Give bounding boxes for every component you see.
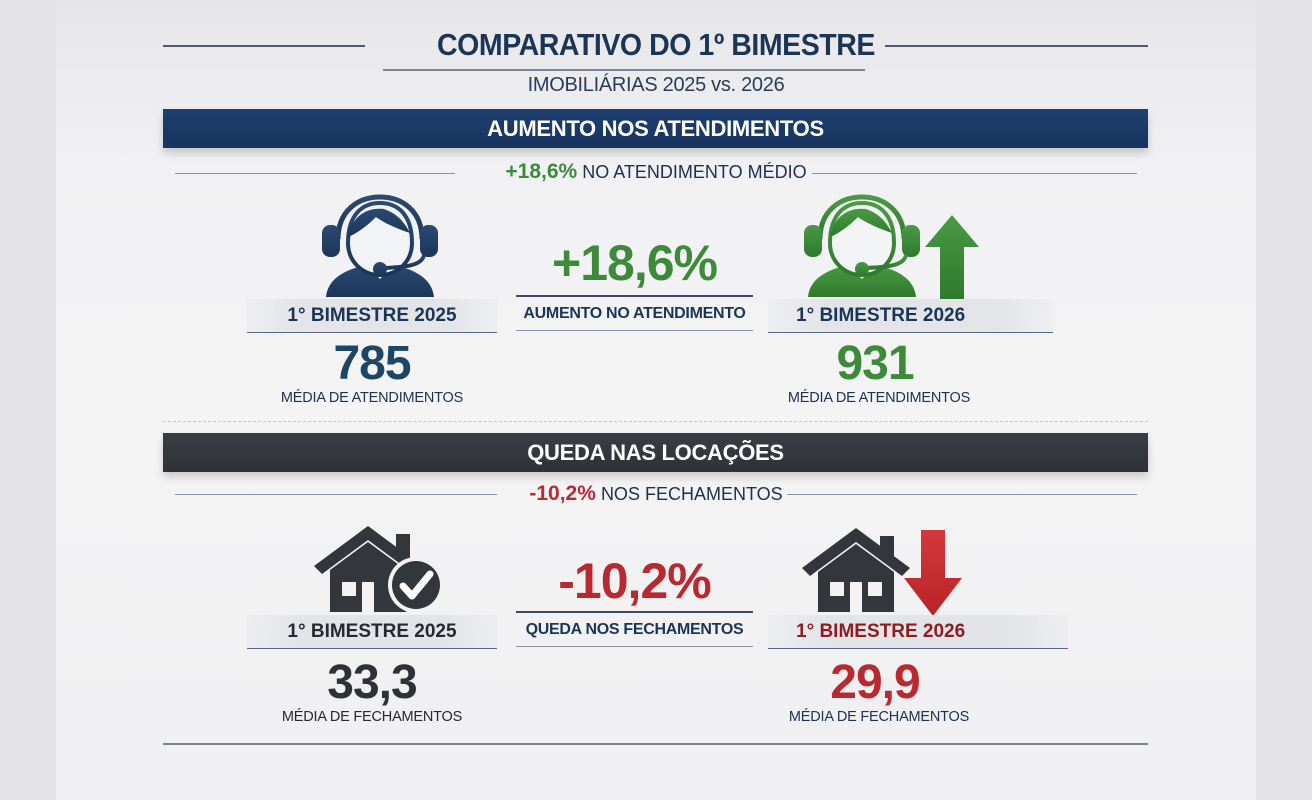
change-caption-atendimentos: AUMENTO NO ATENDIMENTO xyxy=(516,295,753,331)
title-rule-right xyxy=(885,45,1148,47)
section-banner-locacoes: QUEDA NAS LOCAÇÕES xyxy=(163,433,1148,472)
stat-rule-right xyxy=(787,494,1137,495)
stat-summary-atendimentos: +18,6% NO ATENDIMENTO MÉDIO xyxy=(0,160,1312,184)
arrow-down-icon xyxy=(904,530,962,616)
stat-rule-right xyxy=(812,173,1137,174)
stat-summary-locacoes: -10,2% NOS FECHAMENTOS xyxy=(0,482,1312,506)
headset-agent-icon xyxy=(804,194,920,297)
value-atendimentos-2026: 931 xyxy=(836,337,914,390)
stat-text: NOS FECHAMENTOS xyxy=(600,484,783,504)
section-divider xyxy=(163,421,1148,422)
stat-percent: +18,6% xyxy=(505,160,578,183)
stat-rule-left xyxy=(175,173,455,174)
house-check-icon xyxy=(314,526,444,613)
headset-agent-icon xyxy=(322,194,438,297)
value-fechamentos-2026: 29,9 xyxy=(830,656,920,709)
arrow-up-icon xyxy=(925,215,979,299)
change-percent-atendimentos: +18,6% xyxy=(552,235,718,291)
value-fechamentos-2025: 33,3 xyxy=(327,656,417,709)
house-icon xyxy=(802,528,910,612)
caption-fechamentos-2025: MÉDIA DE FECHAMENTOS xyxy=(281,709,463,725)
change-percent-fechamentos: -10,2% xyxy=(558,553,711,609)
value-atendimentos-2025: 785 xyxy=(333,337,411,390)
caption-atendimentos-2025: MÉDIA DE ATENDIMENTOS xyxy=(280,390,464,406)
title-rule-left xyxy=(163,45,365,47)
footer-rule xyxy=(163,743,1148,745)
caption-fechamentos-2026: MÉDIA DE FECHAMENTOS xyxy=(788,709,970,725)
section-banner-atendimentos: AUMENTO NOS ATENDIMENTOS xyxy=(163,109,1148,148)
subtitle-rule xyxy=(383,69,865,71)
page-subtitle: IMOBILIÁRIAS 2025 vs. 2026 xyxy=(527,74,785,96)
caption-atendimentos-2026: MÉDIA DE ATENDIMENTOS xyxy=(787,390,971,406)
stat-percent: -10,2% xyxy=(529,482,596,505)
period-label-2025: 1° BIMESTRE 2025 xyxy=(247,299,497,333)
period-label-2026: 1° BIMESTRE 2026 xyxy=(768,615,1068,649)
period-label-2025: 1° BIMESTRE 2025 xyxy=(247,615,497,649)
stat-rule-left xyxy=(175,494,497,495)
stat-text: NO ATENDIMENTO MÉDIO xyxy=(582,162,807,182)
period-label-2026: 1° BIMESTRE 2026 xyxy=(768,299,1053,333)
page-title: COMPARATIVO DO 1º BIMESTRE xyxy=(437,27,875,62)
change-caption-fechamentos: QUEDA NOS FECHAMENTOS xyxy=(516,611,753,647)
